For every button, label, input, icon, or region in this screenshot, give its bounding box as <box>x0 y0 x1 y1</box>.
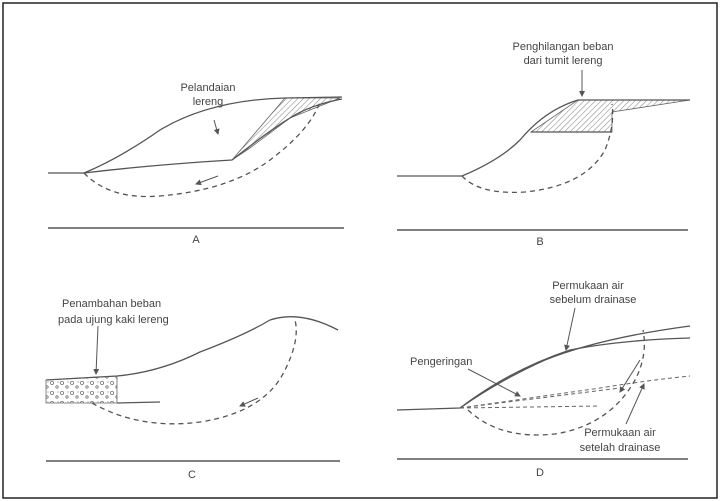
panel-b-label-line2: dari tumit lereng <box>524 55 603 67</box>
panel-c-label-line1: Penambahan beban <box>62 298 161 310</box>
panel-c-slope <box>45 316 339 381</box>
panel-a-label-arrow <box>213 119 220 135</box>
panel-a-label-line1: Pelandaian <box>180 82 235 94</box>
panel-b: Penghilangan beban dari tumit lereng B <box>397 41 691 248</box>
panel-d-top-label-arrow <box>564 307 576 351</box>
panel-d-flow-arrow <box>619 359 641 393</box>
panel-c-label-arrow <box>93 325 100 375</box>
panel-a-letter: A <box>192 234 200 246</box>
panel-a-original-slope <box>48 96 343 174</box>
panel-a-slip-surface <box>83 101 321 198</box>
panel-c-letter: C <box>188 469 196 481</box>
panel-c-label-line2: pada ujung kaki lereng <box>58 314 169 326</box>
panel-c-slip-surface <box>91 319 297 425</box>
panel-b-slope <box>397 99 690 177</box>
panel-d-drain-1 <box>459 387 621 409</box>
panel-d-left-label-arrow <box>467 368 521 397</box>
panel-a-hatched-area <box>231 97 341 161</box>
panel-d-water-before <box>459 337 691 409</box>
panel-b-letter: B <box>536 236 543 248</box>
panel-d-bottom-label-arrow <box>625 383 645 425</box>
panel-d: Permukaan air sebelum drainase Pengering… <box>396 280 691 479</box>
panel-b-label-line1: Penghilangan beban <box>513 41 614 53</box>
panel-d-slip-surface <box>467 329 646 436</box>
panel-c: Penambahan beban pada ujung kaki lereng … <box>45 298 340 481</box>
panel-d-water-after <box>459 375 691 409</box>
panel-a-label-line2: lereng <box>193 96 224 108</box>
panel-d-top-label-line1: Permukaan air <box>552 280 624 292</box>
panel-d-slope <box>396 325 691 411</box>
panel-c-slip-arrow <box>239 397 259 407</box>
panel-d-bottom-label-line1: Permukaan air <box>584 427 656 439</box>
panel-b-hatched-area <box>529 99 691 133</box>
panel-d-letter: D <box>536 467 544 479</box>
panel-d-bottom-label-line2: setelah drainase <box>580 442 661 454</box>
panel-d-left-label: Pengeringan <box>410 356 472 368</box>
panel-a-new-slope <box>83 98 343 174</box>
panel-b-slip-surface <box>461 103 614 194</box>
panel-d-top-label-line2: sebelum drainase <box>550 294 637 306</box>
panel-a-slip-arrow <box>195 175 219 186</box>
panel-d-drain-2 <box>459 405 601 409</box>
panel-a: Pelandaian lereng A <box>48 82 344 246</box>
panel-c-ground <box>116 401 161 404</box>
